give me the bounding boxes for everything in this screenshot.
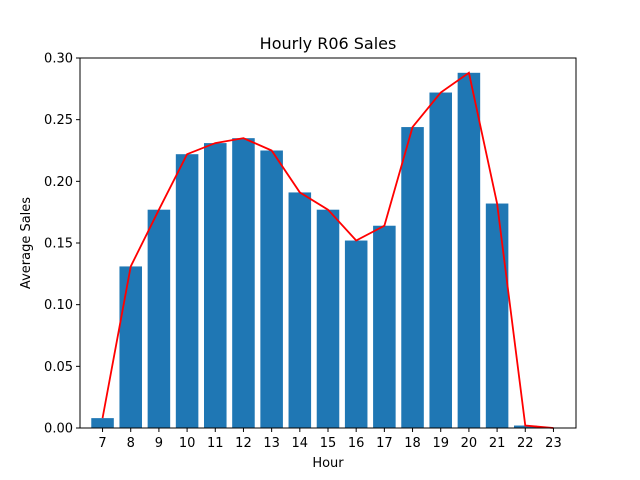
trend-line: [101, 71, 554, 429]
bar-11: [204, 143, 227, 428]
y-tick-label-0.15: 0.15: [44, 237, 73, 252]
bars-group: [91, 72, 537, 429]
bar-17: [373, 225, 396, 428]
y-axis: 0.00 0.05 0.10 0.15 0.20 0.25 0.30: [44, 52, 80, 437]
x-tick-label-22: 22: [517, 436, 534, 451]
x-tick-label-23: 23: [545, 436, 562, 451]
y-tick-label-0.10: 0.10: [44, 298, 73, 313]
y-tick-label-0.30: 0.30: [44, 52, 73, 67]
bar-12: [232, 138, 255, 428]
bar-19: [429, 92, 452, 429]
x-tick-label-13: 13: [263, 436, 280, 451]
bar-18: [401, 127, 424, 429]
bar-14: [288, 192, 312, 428]
x-tick-label-16: 16: [348, 436, 365, 451]
y-tick-label-0.05: 0.05: [44, 360, 73, 375]
bar-16: [344, 240, 368, 428]
x-tick-label-12: 12: [235, 436, 252, 451]
x-tick-label-17: 17: [376, 436, 393, 451]
y-axis-label: Average Sales: [19, 197, 34, 289]
bar-9: [147, 209, 171, 428]
x-tick-label-20: 20: [461, 436, 478, 451]
x-tick-label-19: 19: [432, 436, 449, 451]
y-tick-label-0.00: 0.00: [44, 422, 73, 437]
x-tick-label-7: 7: [98, 436, 106, 451]
bar-8: [119, 266, 142, 428]
x-axis: 7 8 9 10 11 12 13 14 15 16 17 18 19 20 21 22 23: [98, 428, 562, 451]
bar-10: [175, 154, 199, 428]
x-tick-label-11: 11: [207, 436, 224, 451]
x-tick-label-14: 14: [292, 436, 309, 451]
plot-frame: [79, 57, 577, 429]
line-overlay-group: [101, 71, 554, 429]
y-tick-label-0.25: 0.25: [44, 113, 73, 128]
y-tick-label-0.20: 0.20: [44, 175, 73, 190]
bar-20: [457, 72, 481, 429]
bar-7: [91, 418, 114, 428]
x-tick-label-10: 10: [179, 436, 196, 451]
x-tick-label-15: 15: [320, 436, 337, 451]
x-tick-label-21: 21: [489, 436, 506, 451]
x-axis-label: Hour: [312, 456, 344, 471]
bar-22: [514, 425, 537, 428]
x-tick-label-18: 18: [404, 436, 421, 451]
bar-15: [316, 209, 340, 428]
bar-13: [260, 150, 283, 428]
chart-title: Hourly R06 Sales: [260, 34, 397, 53]
bar-21: [485, 203, 509, 428]
x-tick-label-9: 9: [155, 436, 163, 451]
x-tick-label-8: 8: [127, 436, 135, 451]
